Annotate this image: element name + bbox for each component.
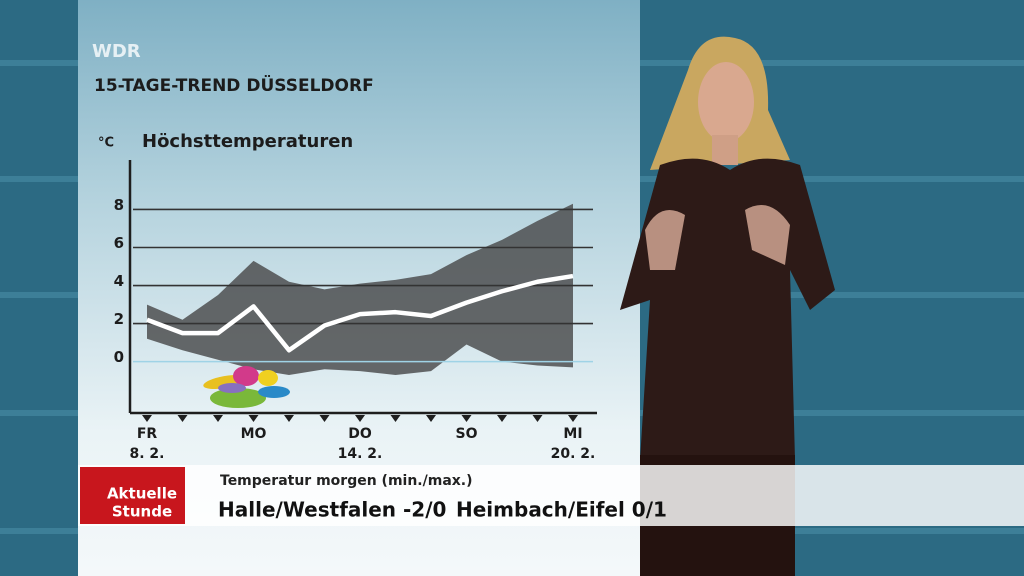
- logo-text: Aktuelle: [107, 485, 177, 503]
- logo-text: Stunde: [112, 503, 172, 521]
- x-date-label: 14. 2.: [338, 446, 383, 462]
- y-unit: °C: [98, 136, 114, 151]
- x-tick: [142, 415, 152, 422]
- chart-title: Höchsttemperaturen: [142, 131, 353, 152]
- x-tick: [390, 415, 401, 422]
- x-tick: [461, 415, 472, 422]
- x-tick-label: FR: [137, 426, 158, 442]
- carnival-logo: [203, 366, 290, 408]
- x-tick-label: MO: [241, 426, 267, 442]
- x-date-label: 20. 2.: [551, 446, 596, 462]
- x-date-label: 8. 2.: [130, 446, 165, 462]
- x-tick: [319, 415, 330, 422]
- y-tick-label: 2: [114, 310, 124, 328]
- y-tick-label: 4: [114, 272, 124, 290]
- y-tick-label: 6: [114, 234, 124, 252]
- x-tick: [248, 415, 259, 422]
- ticker-bar: [78, 465, 1024, 526]
- temperature-line: [146, 273, 574, 353]
- brand: WDR: [92, 41, 141, 62]
- x-tick-label: MI: [563, 426, 582, 442]
- range-band: [147, 203, 573, 375]
- x-tick: [177, 415, 188, 422]
- ticker-item: Halle/Westfalen -2/0: [218, 498, 446, 522]
- y-tick-label: 8: [114, 196, 124, 214]
- ticker-logo: [80, 467, 185, 524]
- x-tick: [355, 415, 365, 422]
- x-tick-label: SO: [456, 426, 478, 442]
- panel-title: 15-TAGE-TREND DÜSSELDORF: [94, 74, 374, 96]
- x-tick: [568, 415, 578, 422]
- ticker-item: Heimbach/Eifel 0/1: [456, 498, 667, 522]
- x-tick-label: DO: [348, 426, 372, 442]
- x-tick: [532, 415, 543, 422]
- x-tick: [497, 415, 507, 422]
- ticker-caption: Temperatur morgen (min./max.): [220, 473, 473, 489]
- x-tick: [426, 415, 436, 422]
- x-tick: [284, 415, 294, 422]
- x-tick: [213, 415, 223, 422]
- y-tick-label: 0: [114, 348, 124, 366]
- plot: 0 2 4 6 8 FR 8. 2. MO DO 14. 2. SO MI 20. 2.: [114, 160, 597, 462]
